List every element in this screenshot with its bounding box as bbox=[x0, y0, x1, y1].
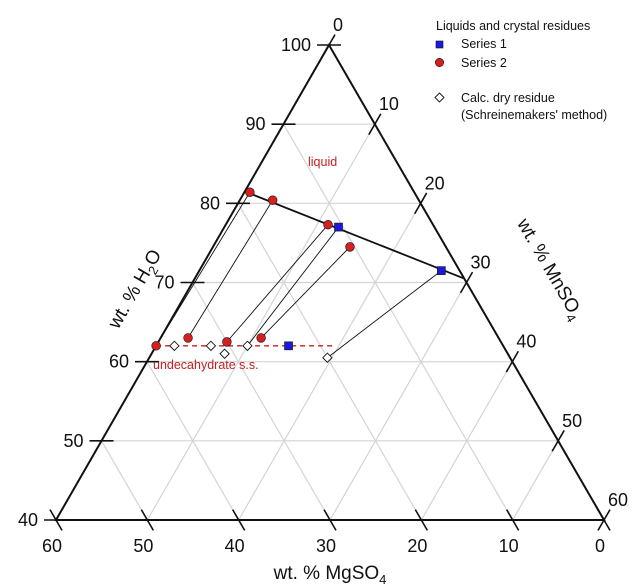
grid-line-mgso4 bbox=[191, 282, 331, 521]
dry-residue-point bbox=[322, 352, 333, 363]
tie-line bbox=[155, 192, 251, 347]
mgso4-tick bbox=[505, 509, 520, 531]
mgso4-tick-label: 10 bbox=[499, 536, 519, 556]
h2o-tick-label: 40 bbox=[18, 510, 38, 530]
mnso4-tick-label: 20 bbox=[425, 173, 445, 193]
mgso4-tick bbox=[231, 509, 246, 531]
tie-line bbox=[260, 246, 351, 339]
mnso4-tick-label: 0 bbox=[333, 15, 343, 35]
mgso4-tick bbox=[323, 509, 337, 531]
series-2-point bbox=[222, 337, 232, 347]
mnso4-tick bbox=[322, 34, 336, 56]
mnso4-tick-label: 30 bbox=[471, 253, 491, 273]
h2o-tick-label: 60 bbox=[109, 352, 129, 372]
data-points bbox=[151, 187, 446, 363]
mgso4-tick-label: 30 bbox=[316, 536, 336, 556]
legend-marker-series-1 bbox=[435, 40, 444, 49]
mgso4-tick bbox=[49, 509, 63, 531]
mnso4-tick-label: 60 bbox=[608, 490, 628, 510]
mnso4-tick-label: 40 bbox=[516, 332, 536, 352]
dry-residue-point bbox=[242, 340, 253, 352]
series-1-point bbox=[284, 341, 293, 351]
series-2-point bbox=[323, 220, 333, 230]
legend-entry-series-2: Series 2 bbox=[461, 56, 507, 70]
mnso4-tick bbox=[413, 192, 428, 215]
series-2-point bbox=[151, 341, 161, 351]
mgso4-tick-label: 50 bbox=[133, 536, 153, 556]
grid-line-mgso4 bbox=[282, 123, 514, 521]
mgso4-tick bbox=[414, 509, 429, 531]
tie-line bbox=[226, 224, 329, 343]
legend-marker-dry-residue bbox=[434, 92, 445, 103]
tie-lines bbox=[155, 190, 465, 359]
grid-line-mgso4 bbox=[100, 440, 148, 521]
series-1-point bbox=[334, 222, 343, 232]
mnso4-tick-label: 50 bbox=[562, 411, 582, 431]
mnso4-axis-title: wt. % MnSO4 bbox=[509, 214, 587, 325]
tie-line bbox=[187, 199, 274, 339]
grid-line-mnso4 bbox=[512, 440, 559, 521]
mnso4-tick bbox=[368, 113, 382, 135]
series-1-point bbox=[437, 266, 446, 275]
mgso4-tick bbox=[140, 509, 155, 531]
series-2-point bbox=[345, 242, 355, 252]
h2o-tick-label: 50 bbox=[63, 431, 83, 451]
series-2-point bbox=[183, 333, 193, 343]
grid-line-mnso4 bbox=[146, 123, 376, 521]
mgso4-tick-label: 40 bbox=[225, 536, 245, 556]
mgso4-tick bbox=[597, 509, 611, 531]
h2o-tick-label: 100 bbox=[281, 35, 311, 55]
dry-residue-point bbox=[205, 340, 217, 352]
mgso4-tick-label: 20 bbox=[407, 536, 427, 556]
mnso4-tick bbox=[551, 430, 565, 452]
grid-lines bbox=[100, 123, 559, 521]
liquidus-line bbox=[244, 190, 465, 280]
series-2-point bbox=[268, 195, 278, 205]
legend-header: Liquids and crystal residues bbox=[436, 19, 590, 33]
series-2-point bbox=[245, 187, 255, 197]
liquid-annotation: liquid bbox=[308, 155, 337, 169]
legend-entry-dry-residue-method: (Schreinemakers' method) bbox=[461, 108, 607, 122]
tie-line bbox=[327, 270, 442, 359]
mgso4-tick-label: 0 bbox=[595, 536, 605, 556]
series-2-point bbox=[256, 333, 266, 343]
dry-residue-point bbox=[169, 340, 180, 352]
dry-residue-point bbox=[219, 348, 230, 359]
h2o-tick-label: 80 bbox=[200, 193, 220, 213]
mnso4-tick bbox=[505, 350, 520, 373]
mnso4-tick-label: 10 bbox=[379, 94, 399, 114]
mgso4-axis-title: wt. % MgSO4 bbox=[273, 563, 387, 585]
legend-entry-dry-residue: Calc. dry residue bbox=[461, 91, 555, 105]
mnso4-tick bbox=[459, 271, 474, 294]
h2o-tick-label: 70 bbox=[154, 273, 174, 293]
mgso4-tick-label: 60 bbox=[42, 536, 62, 556]
legend-marker-series-2 bbox=[434, 57, 444, 67]
undecahydrate-annotation: undecahydrate s.s. bbox=[153, 358, 259, 372]
grid-line-mnso4 bbox=[329, 282, 468, 521]
legend: Liquids and crystal residues Series 1 Se… bbox=[434, 19, 607, 122]
tie-line bbox=[247, 226, 339, 347]
legend-entry-series-1: Series 1 bbox=[461, 37, 507, 51]
h2o-tick-label: 90 bbox=[245, 114, 265, 134]
